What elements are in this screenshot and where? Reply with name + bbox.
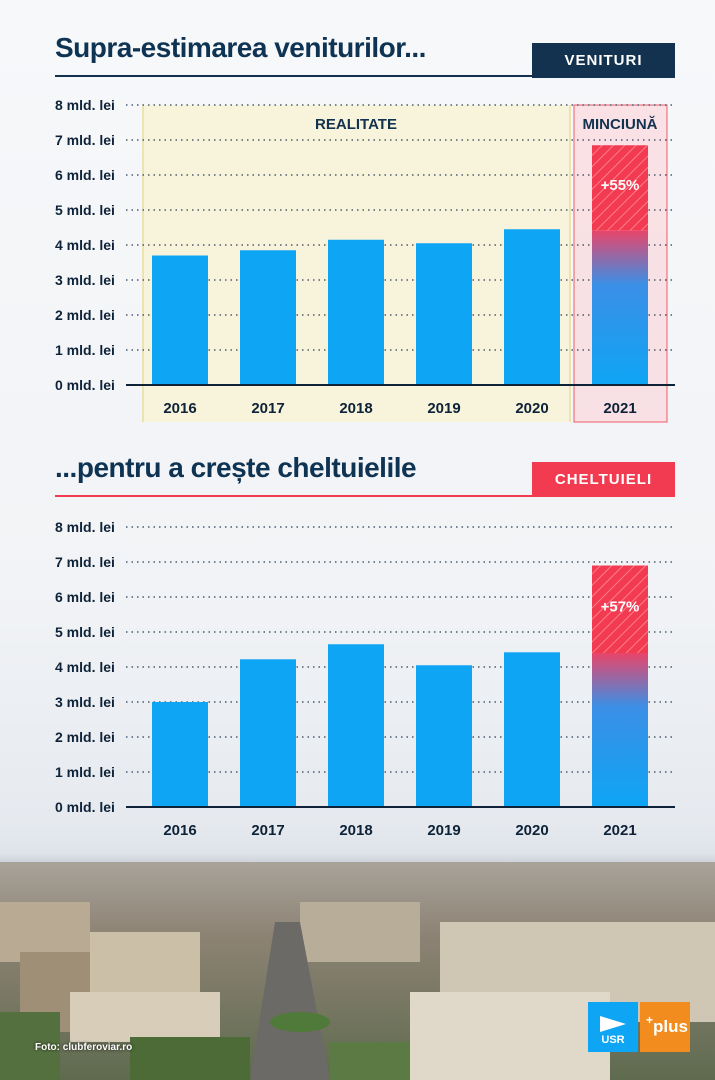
- y-tick-label: 0 mld. lei: [55, 377, 115, 393]
- y-tick-label: 1 mld. lei: [55, 764, 115, 780]
- bar-increase: [592, 145, 648, 231]
- x-tick-label: 2018: [339, 822, 372, 839]
- bar: [416, 665, 472, 807]
- chart2-title: ...pentru a crește cheltuielile: [55, 452, 417, 483]
- bar: [240, 659, 296, 807]
- bar: [328, 644, 384, 807]
- y-tick-label: 6 mld. lei: [55, 167, 115, 183]
- x-tick-label: 2017: [251, 822, 284, 839]
- x-tick-label: 2016: [163, 400, 196, 417]
- minciuna-band-border: [573, 104, 668, 423]
- y-tick-label: 6 mld. lei: [55, 589, 115, 605]
- usr-logo-text: USR: [601, 1034, 625, 1046]
- y-tick-label: 0 mld. lei: [55, 799, 115, 815]
- region-minciuna-label: MINCIUNĂ: [583, 116, 658, 133]
- bar: [416, 243, 472, 385]
- chart1: REALITATE MINCIUNĂ 0 mld. lei 1 mld. lei 2…: [55, 97, 675, 423]
- y-tick-label: 2 mld. lei: [55, 729, 115, 745]
- bar: [592, 230, 648, 385]
- x-tick-label: 2021: [603, 822, 636, 839]
- x-tick-label: 2019: [427, 400, 460, 417]
- increase-label: +55%: [601, 177, 640, 194]
- y-tick-label: 3 mld. lei: [55, 694, 115, 710]
- bar: [504, 652, 560, 807]
- bar-increase: [592, 565, 648, 653]
- chart1-title: Supra-estimarea veniturilor...: [55, 32, 426, 63]
- chart1-tag: VENITURI: [532, 43, 675, 78]
- y-tick-label: 7 mld. lei: [55, 554, 115, 570]
- y-tick-label: 4 mld. lei: [55, 237, 115, 253]
- chart2: 0 mld. lei 1 mld. lei 2 mld. lei 3 mld. lei…: [55, 519, 675, 839]
- y-tick-label: 7 mld. lei: [55, 132, 115, 148]
- bar: [240, 250, 296, 385]
- chart2-title-rule: [55, 495, 675, 497]
- bar: [152, 702, 208, 807]
- bar: [504, 229, 560, 385]
- x-tick-label: 2018: [339, 400, 372, 417]
- y-tick-label: 2 mld. lei: [55, 307, 115, 323]
- y-tick-label: 5 mld. lei: [55, 624, 115, 640]
- y-tick-label: 4 mld. lei: [55, 659, 115, 675]
- x-tick-label: 2017: [251, 400, 284, 417]
- y-tick-label: 8 mld. lei: [55, 519, 115, 535]
- region-realitate-label: REALITATE: [315, 116, 397, 133]
- plus-logo-mark: +: [646, 1013, 654, 1027]
- y-tick-label: 8 mld. lei: [55, 97, 115, 113]
- chart1-title-rule: [55, 75, 675, 77]
- usr-logo: USR: [588, 1002, 638, 1052]
- y-tick-label: 3 mld. lei: [55, 272, 115, 288]
- photo-credit: Foto: clubferoviar.ro: [35, 1042, 133, 1053]
- x-tick-label: 2021: [603, 400, 636, 417]
- x-tick-label: 2016: [163, 822, 196, 839]
- usr-logo-mark: [600, 1016, 626, 1032]
- chart2-tag: CHELTUIELI: [532, 462, 675, 497]
- increase-label: +57%: [601, 598, 640, 615]
- x-tick-label: 2020: [515, 400, 548, 417]
- bar: [152, 255, 208, 385]
- city-photo: [0, 862, 715, 1080]
- plus-logo: + plus: [640, 1002, 690, 1052]
- y-tick-label: 1 mld. lei: [55, 342, 115, 358]
- bar: [592, 653, 648, 807]
- y-tick-label: 5 mld. lei: [55, 202, 115, 218]
- x-tick-label: 2019: [427, 822, 460, 839]
- plus-logo-text: plus: [653, 1017, 688, 1036]
- bar: [328, 239, 384, 385]
- x-tick-label: 2020: [515, 822, 548, 839]
